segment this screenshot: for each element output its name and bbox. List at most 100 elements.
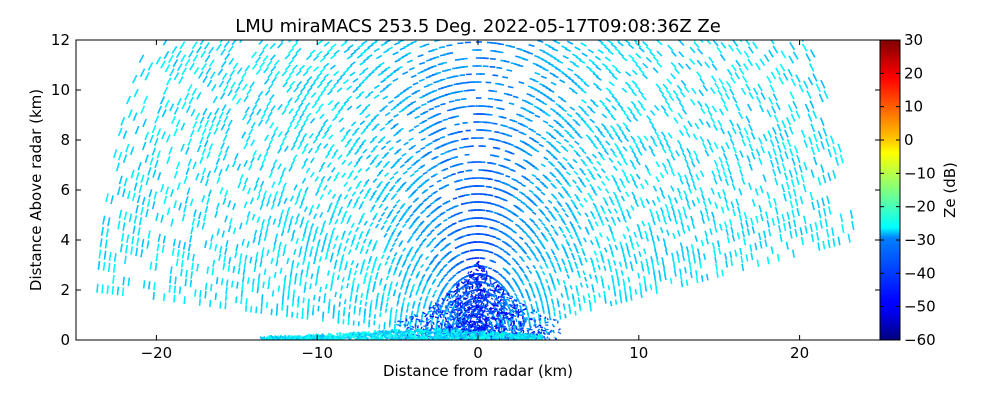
- reflectivity-bin: [224, 294, 228, 302]
- reflectivity-bin: [288, 107, 294, 115]
- reflectivity-bin: [243, 160, 248, 168]
- reflectivity-bin: [346, 138, 353, 144]
- reflectivity-bin: [319, 113, 325, 120]
- reflectivity-bin: [631, 191, 636, 198]
- reflectivity-bin: [284, 53, 291, 60]
- reflectivity-bin: [608, 134, 615, 141]
- reflectivity-bin: [387, 224, 392, 230]
- reflectivity-bin: [441, 127, 447, 130]
- reflectivity-bin: [137, 161, 142, 171]
- reflectivity-bin: [373, 84, 380, 90]
- reflectivity-bin: [496, 283, 501, 288]
- reflectivity-bin: [224, 53, 231, 61]
- reflectivity-bin: [528, 111, 535, 115]
- reflectivity-bin: [254, 97, 261, 105]
- reflectivity-bin: [689, 46, 696, 54]
- reflectivity-bin: [297, 128, 304, 135]
- reflectivity-bin: [281, 70, 288, 77]
- reflectivity-bin: [785, 116, 791, 126]
- reflectivity-bin: [604, 107, 611, 113]
- reflectivity-bin: [774, 135, 780, 144]
- reflectivity-bin: [491, 235, 497, 239]
- reflectivity-bin: [509, 193, 515, 198]
- reflectivity-bin: [791, 157, 796, 166]
- reflectivity-bin: [496, 179, 501, 183]
- reflectivity-bin: [544, 319, 547, 324]
- reflectivity-bin: [754, 242, 758, 251]
- reflectivity-bin: [402, 297, 406, 302]
- reflectivity-bin: [527, 314, 530, 319]
- reflectivity-bin: [565, 171, 571, 176]
- reflectivity-bin: [319, 286, 322, 293]
- reflectivity-bin: [573, 205, 579, 210]
- reflectivity-bin: [633, 154, 639, 161]
- reflectivity-bin: [606, 130, 612, 137]
- reflectivity-bin: [561, 45, 568, 50]
- reflectivity-bin: [410, 40, 417, 45]
- reflectivity-bin: [290, 159, 296, 167]
- reflectivity-bin: [313, 294, 316, 301]
- reflectivity-bin: [652, 266, 656, 273]
- reflectivity-bin: [552, 216, 557, 222]
- reflectivity-bin: [574, 46, 581, 51]
- reflectivity-bin: [257, 273, 261, 281]
- reflectivity-bin: [593, 298, 597, 304]
- reflectivity-bin: [762, 174, 767, 183]
- reflectivity-bin: [643, 275, 646, 282]
- reflectivity-bin: [631, 164, 637, 170]
- reflectivity-bin: [595, 76, 602, 81]
- reflectivity-bin: [355, 158, 361, 165]
- reflectivity-bin: [415, 215, 421, 220]
- reflectivity-bin: [604, 175, 610, 182]
- reflectivity-bin: [355, 196, 361, 202]
- reflectivity-bin: [364, 103, 371, 109]
- reflectivity-bin: [817, 130, 823, 140]
- reflectivity-bin: [538, 143, 544, 148]
- reflectivity-bin: [722, 189, 727, 197]
- reflectivity-bin: [573, 302, 576, 307]
- reflectivity-bin: [346, 105, 353, 111]
- reflectivity-bin: [634, 84, 641, 91]
- reflectivity-bin: [672, 212, 677, 219]
- reflectivity-bin: [224, 247, 228, 255]
- reflectivity-bin: [440, 211, 446, 215]
- reflectivity-bin: [350, 144, 356, 150]
- reflectivity-bin: [331, 227, 336, 234]
- reflectivity-bin: [646, 115, 652, 122]
- reflectivity-bin: [264, 134, 269, 142]
- reflectivity-bin: [231, 40, 237, 46]
- reflectivity-bin: [614, 99, 621, 105]
- reflectivity-bin: [569, 125, 575, 130]
- reflectivity-bin: [688, 170, 694, 178]
- reflectivity-bin: [496, 99, 503, 102]
- reflectivity-bin: [755, 62, 761, 71]
- reflectivity-bin: [535, 177, 541, 182]
- reflectivity-bin: [616, 199, 621, 206]
- reflectivity-bin: [336, 197, 341, 204]
- reflectivity-bin: [343, 181, 349, 187]
- reflectivity-bin: [549, 98, 556, 103]
- reflectivity-bin: [168, 54, 174, 64]
- reflectivity-bin: [264, 228, 269, 235]
- reflectivity-bin: [196, 91, 202, 100]
- reflectivity-bin: [608, 70, 615, 76]
- reflectivity-bin: [372, 189, 378, 195]
- reflectivity-bin: [367, 43, 374, 49]
- reflectivity-bin: [244, 106, 250, 114]
- reflectivity-bin: [441, 297, 445, 302]
- reflectivity-bin: [497, 51, 504, 54]
- reflectivity-bin: [355, 226, 360, 233]
- reflectivity-bin: [751, 198, 756, 207]
- reflectivity-bin: [267, 193, 272, 201]
- reflectivity-bin: [666, 229, 670, 236]
- reflectivity-bin: [208, 46, 215, 55]
- reflectivity-bin: [223, 115, 229, 123]
- reflectivity-bin: [737, 111, 744, 120]
- reflectivity-bin: [783, 223, 787, 232]
- reflectivity-bin: [676, 187, 682, 195]
- reflectivity-bin: [107, 262, 111, 272]
- reflectivity-bin: [693, 256, 697, 264]
- reflectivity-bin: [553, 128, 559, 133]
- reflectivity-bin: [315, 108, 321, 114]
- reflectivity-bin: [534, 148, 540, 153]
